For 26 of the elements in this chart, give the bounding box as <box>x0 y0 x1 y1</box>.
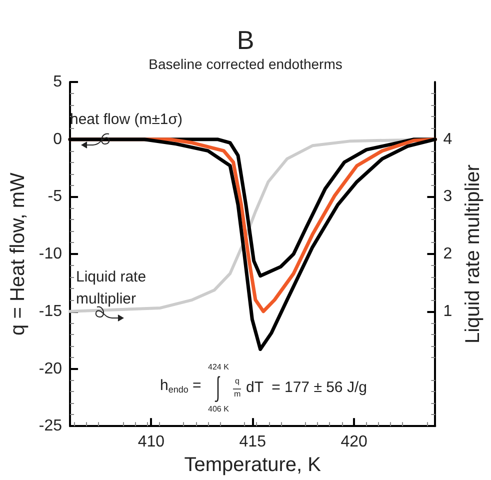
y-tick-label: -20 <box>38 360 62 378</box>
y2-tick-label: 2 <box>443 246 452 263</box>
annotation: m <box>234 390 241 398</box>
annotation: Liquid rate multiplier <box>76 268 146 308</box>
y-axis-title: q = Heat flow, mW <box>7 172 29 336</box>
y-tick-label: -5 <box>48 188 62 206</box>
y-tick-label: -10 <box>38 246 62 263</box>
y2-tick-label: 3 <box>443 188 452 206</box>
y2-tick-label: 1 <box>443 302 452 320</box>
y-tick-label: 0 <box>53 130 62 148</box>
annotation: dT = 177 ± 56 J/g <box>246 379 367 396</box>
x-tick-label: 415 <box>239 434 266 451</box>
chart-title: B <box>236 25 254 55</box>
annotation: heat flow (m±1σ) <box>70 111 183 128</box>
y-tick-label: -15 <box>38 302 62 320</box>
x-tick-label: 410 <box>138 434 165 451</box>
x-axis-title: Temperature, K <box>184 454 322 476</box>
annotation: q <box>235 376 240 386</box>
y2-axis-title: Liquid rate multiplier <box>462 164 484 344</box>
y-tick-label: -25 <box>38 418 62 435</box>
annotation: 406 K <box>208 404 230 414</box>
x-tick-label: 420 <box>340 434 368 451</box>
y2-tick-label: 4 <box>443 130 452 148</box>
y-tick-label: 5 <box>53 74 62 90</box>
chart-subtitle: Baseline corrected endotherms <box>148 56 342 72</box>
annotation: 424 K <box>208 362 230 372</box>
